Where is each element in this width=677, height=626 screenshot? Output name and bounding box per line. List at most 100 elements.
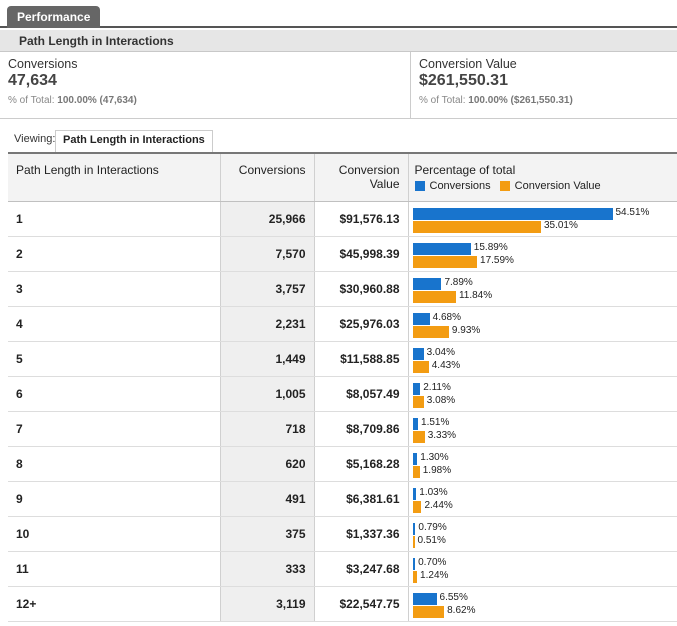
bar-conversions bbox=[412, 522, 416, 535]
bar-conversions bbox=[412, 487, 417, 500]
cell-conversions: 718 bbox=[220, 411, 315, 447]
percentage-header-label: Percentage of total bbox=[414, 163, 516, 177]
table-row: 11 333 $3,247.68 0.70% 1.24% bbox=[8, 551, 677, 587]
bar-conversions bbox=[412, 557, 416, 570]
bar-conversions bbox=[412, 277, 442, 290]
bar-row: 1.24% bbox=[412, 569, 674, 583]
legend-swatch-conversions bbox=[414, 181, 425, 191]
cell-conversions: 491 bbox=[220, 481, 315, 517]
bar-row: 0.70% bbox=[412, 556, 674, 570]
cell-conversions: 1,005 bbox=[220, 376, 315, 412]
bar-conversions bbox=[412, 347, 424, 360]
cell-percentage-bars: 2.11% 3.08% bbox=[408, 376, 677, 412]
bar-row: 35.01% bbox=[412, 219, 674, 233]
summary-conversions-pct-prefix: % of Total: bbox=[8, 95, 58, 106]
cell-path-length: 3 bbox=[8, 271, 221, 307]
bar-conversion-value bbox=[412, 500, 422, 513]
bar-row: 17.59% bbox=[412, 254, 674, 268]
cell-path-length: 1 bbox=[8, 201, 221, 237]
bar-row: 3.04% bbox=[412, 346, 674, 360]
summary-panel: Conversions 47,634 % of Total: 100.00% (… bbox=[0, 52, 677, 119]
bar-conversion-value bbox=[412, 570, 418, 583]
table-row: 2 7,570 $45,998.39 15.89% 17.59% bbox=[8, 236, 677, 272]
cell-conversions: 2,231 bbox=[220, 306, 315, 342]
bar-label-conversions: 7.89% bbox=[444, 276, 473, 288]
cell-percentage-bars: 15.89% 17.59% bbox=[408, 236, 677, 272]
legend-swatch-conversion-value bbox=[499, 181, 510, 191]
data-table: Path Length in Interactions Conversions … bbox=[8, 152, 677, 622]
summary-conversions-pct-value: 100.00% (47,634) bbox=[57, 95, 137, 106]
cell-conversions: 7,570 bbox=[220, 236, 315, 272]
cell-path-length: 9 bbox=[8, 481, 221, 517]
summary-value-value: $261,550.31 bbox=[419, 72, 508, 89]
bar-conversion-value bbox=[412, 395, 424, 408]
cell-conversions: 620 bbox=[220, 446, 315, 482]
bar-row: 7.89% bbox=[412, 276, 674, 290]
tab-performance[interactable]: Performance bbox=[7, 6, 101, 28]
cell-percentage-bars: 4.68% 9.93% bbox=[408, 306, 677, 342]
cell-conversions: 375 bbox=[220, 516, 315, 552]
bar-row: 4.43% bbox=[412, 359, 674, 373]
column-header-path-length[interactable]: Path Length in Interactions bbox=[8, 154, 221, 202]
bar-label-conversions: 0.70% bbox=[418, 556, 447, 568]
summary-conversions-value: 47,634 bbox=[8, 72, 57, 89]
bar-label-conversions: 2.11% bbox=[423, 381, 451, 393]
bar-conversions bbox=[412, 592, 437, 605]
bar-label-conversions: 6.55% bbox=[439, 591, 468, 603]
bar-label-conversion-value: 17.59% bbox=[480, 254, 514, 266]
report-subheader: Path Length in Interactions bbox=[0, 30, 677, 52]
bar-row: 1.98% bbox=[412, 464, 674, 478]
table-row: 8 620 $5,168.28 1.30% 1.98% bbox=[8, 446, 677, 482]
summary-value-pct-value: 100.00% ($261,550.31) bbox=[468, 95, 573, 106]
tab-strip: Performance bbox=[0, 0, 677, 28]
bar-row: 1.30% bbox=[412, 451, 674, 465]
bar-label-conversion-value: 4.43% bbox=[431, 359, 461, 371]
legend-item-conversions: Conversions bbox=[414, 180, 491, 192]
bar-label-conversions: 54.51% bbox=[615, 206, 650, 218]
bar-label-conversion-value: 3.08% bbox=[426, 394, 456, 406]
bar-label-conversion-value: 0.51% bbox=[417, 534, 446, 546]
cell-conversion-value: $25,976.03 bbox=[314, 306, 409, 342]
bar-conversions bbox=[412, 312, 430, 325]
cell-conversion-value: $6,381.61 bbox=[314, 481, 409, 517]
cell-path-length: 12+ bbox=[8, 586, 221, 622]
table-row: 12+ 3,119 $22,547.75 6.55% 8.62% bbox=[8, 586, 677, 622]
cell-path-length: 7 bbox=[8, 411, 221, 447]
bar-label-conversion-value: 9.93% bbox=[451, 324, 481, 336]
cell-conversions: 3,757 bbox=[220, 271, 315, 307]
bar-row: 1.03% bbox=[412, 486, 674, 500]
bar-row: 15.89% bbox=[412, 241, 674, 255]
cell-path-length: 5 bbox=[8, 341, 221, 377]
cell-conversions: 333 bbox=[220, 551, 315, 587]
bar-row: 2.11% bbox=[412, 381, 674, 395]
bar-label-conversions: 1.51% bbox=[421, 416, 450, 428]
bar-row: 2.44% bbox=[412, 499, 674, 513]
legend-item-conversion-value: Conversion Value bbox=[499, 180, 601, 192]
bar-conversion-value bbox=[412, 290, 456, 303]
cell-path-length: 4 bbox=[8, 306, 221, 342]
bar-row: 0.79% bbox=[412, 521, 674, 535]
cell-conversion-value: $5,168.28 bbox=[314, 446, 409, 482]
bar-label-conversions: 4.68% bbox=[432, 311, 462, 323]
bar-conversion-value bbox=[412, 255, 478, 268]
bar-row: 3.33% bbox=[412, 429, 674, 443]
bar-label-conversion-value: 2.44% bbox=[424, 499, 453, 511]
cell-conversion-value: $1,337.36 bbox=[314, 516, 409, 552]
cell-conversion-value: $30,960.88 bbox=[314, 271, 409, 307]
bar-conversion-value bbox=[412, 430, 425, 443]
bar-label-conversions: 15.89% bbox=[473, 241, 508, 253]
bar-row: 54.51% bbox=[412, 206, 674, 220]
cell-conversions: 25,966 bbox=[220, 201, 315, 237]
cell-percentage-bars: 7.89% 11.84% bbox=[408, 271, 677, 307]
bar-row: 9.93% bbox=[412, 324, 674, 338]
cell-percentage-bars: 0.79% 0.51% bbox=[408, 516, 677, 552]
cell-conversion-value: $91,576.13 bbox=[314, 201, 409, 237]
cell-percentage-bars: 1.30% 1.98% bbox=[408, 446, 677, 482]
cell-conversion-value: $3,247.68 bbox=[314, 551, 409, 587]
summary-conversions-label: Conversions bbox=[8, 57, 78, 71]
column-header-conversions[interactable]: Conversions bbox=[220, 154, 315, 202]
summary-conversions-pct: % of Total: 100.00% (47,634) bbox=[8, 95, 402, 106]
bar-conversions bbox=[412, 242, 471, 255]
viewing-dimension-tab[interactable]: Path Length in Interactions bbox=[55, 130, 213, 152]
column-header-conversion-value[interactable]: Conversion Value bbox=[314, 154, 409, 202]
